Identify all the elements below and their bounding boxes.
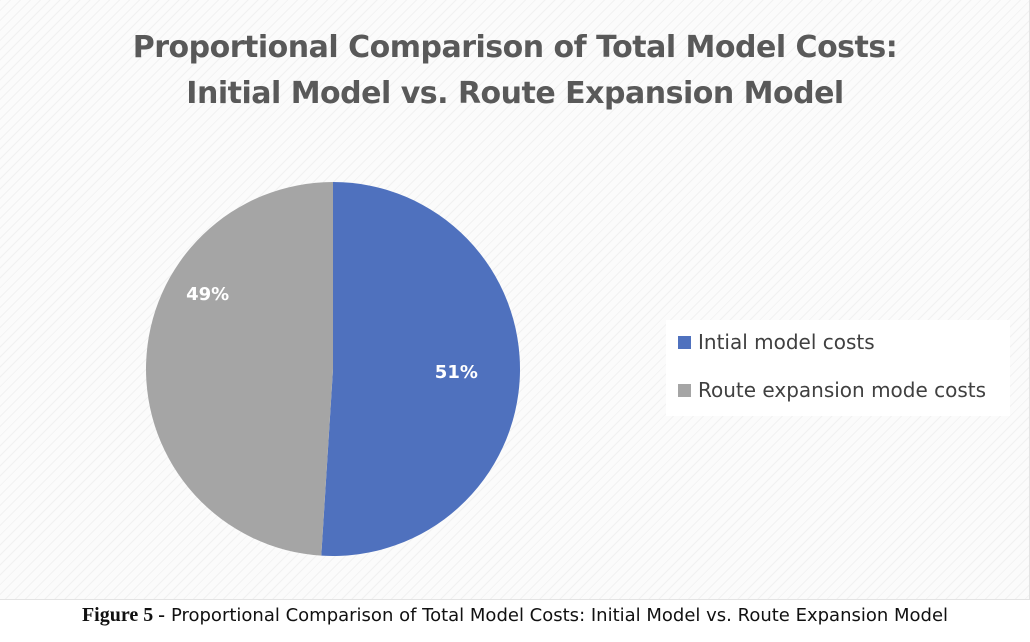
pie-chart: 51% 49% [146,182,521,556]
legend-item-route: Route expansion mode costs [678,378,986,402]
legend-item-initial: Intial model costs [678,330,875,354]
chart-title-line-1: Proportional Comparison of Total Model C… [132,30,898,65]
legend-swatch-route [678,383,691,397]
figure-caption: Figure 5 - Proportional Comparison of To… [0,604,1030,627]
figure-caption-text: Proportional Comparison of Total Model C… [170,605,949,626]
legend-label-initial: Intial model costs [698,330,875,354]
chart-area: Proportional Comparison of Total Model C… [0,0,1030,600]
pie-label-route: 49% [186,284,229,305]
pie-slice-initial [321,182,521,556]
chart-title-line-2: Initial Model vs. Route Expansion Model [186,76,844,111]
pie-label-initial: 51% [435,362,478,383]
legend-label-route: Route expansion mode costs [698,378,987,402]
figure-label: Figure 5 - [81,604,165,626]
legend-swatch-initial [678,335,691,349]
chart-legend: Intial model costs Route expansion mode … [666,320,1010,416]
pie-slice-route [146,182,333,556]
